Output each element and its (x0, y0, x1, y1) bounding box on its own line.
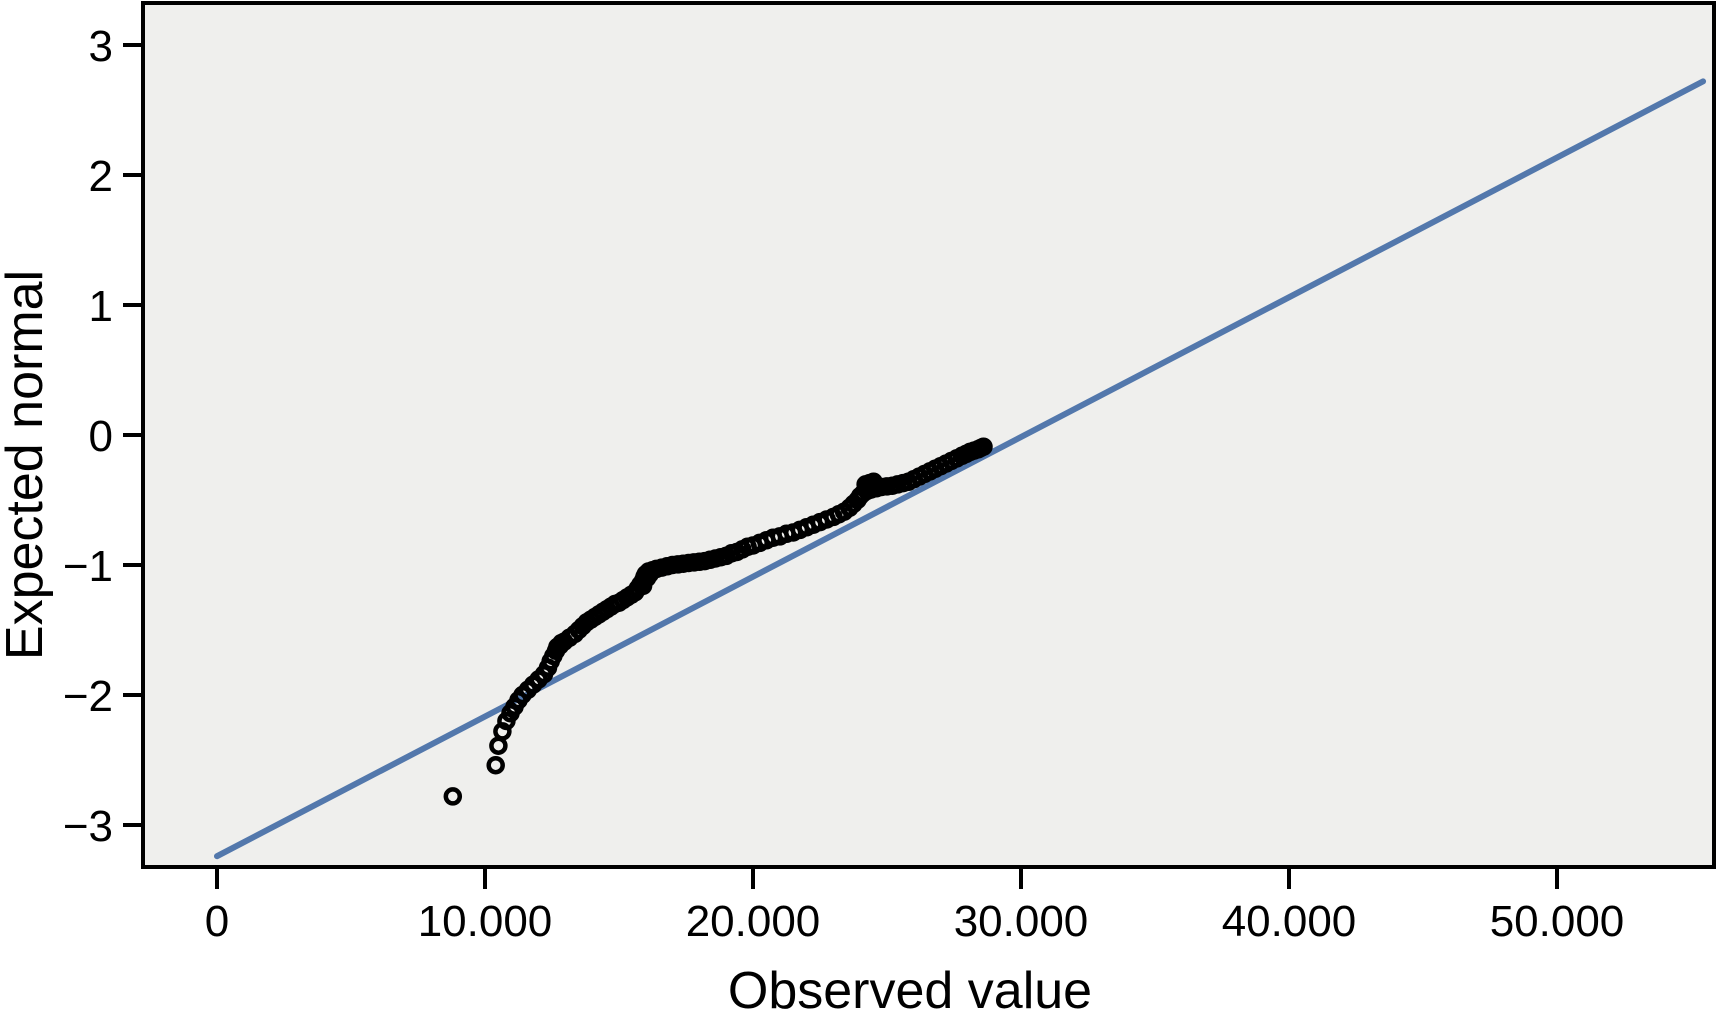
x-axis-title: Observed value (728, 962, 1092, 1020)
x-tick-label: 30.000 (954, 897, 1089, 946)
reference-line (214, 78, 1707, 860)
data-point (974, 437, 993, 456)
y-tick-label: −1 (63, 542, 113, 591)
x-tick-label: 50.000 (1490, 897, 1625, 946)
y-tick-label: −2 (63, 672, 113, 721)
y-tick-label: 3 (89, 22, 113, 71)
x-axis-ticks: 0 10.000 20.000 30.000 40.000 50.000 (205, 869, 1625, 946)
y-axis-ticks: 3 2 1 0 −1 −2 −3 (63, 22, 143, 851)
x-tick-label: 10.000 (418, 897, 553, 946)
data-point (486, 755, 505, 775)
x-tick-label: 40.000 (1222, 897, 1357, 946)
x-tick-label: 20.000 (686, 897, 821, 946)
y-tick-label: 0 (89, 412, 113, 461)
data-points (443, 437, 993, 806)
y-tick-label: 2 (89, 152, 113, 201)
y-axis-title: Expected normal (0, 270, 54, 660)
y-tick-label: −3 (63, 802, 113, 851)
x-tick-label: 0 (205, 897, 229, 946)
y-tick-label: 1 (89, 282, 113, 331)
plot-area (143, 3, 1714, 867)
data-point (443, 787, 463, 806)
